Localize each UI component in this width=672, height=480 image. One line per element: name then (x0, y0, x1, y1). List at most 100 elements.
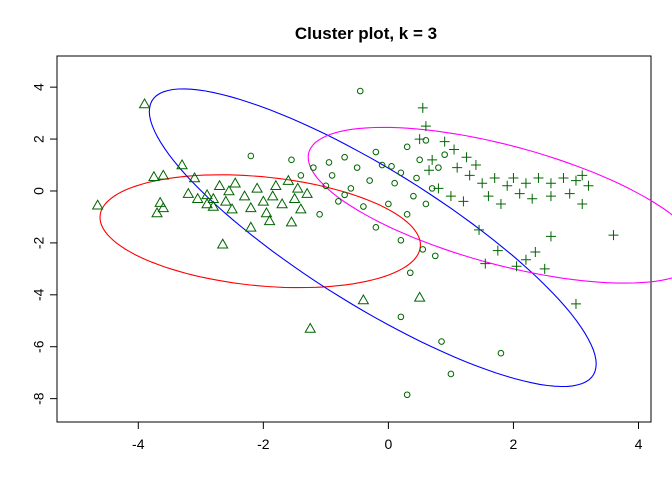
point-circle (497, 349, 505, 357)
point-circle (341, 153, 348, 161)
point-circle (356, 87, 364, 95)
point-circle (325, 159, 333, 166)
point-circle (419, 246, 427, 253)
point-triangle (257, 195, 270, 206)
point-plus (414, 134, 425, 145)
point-triangle (154, 196, 167, 207)
point-circle (288, 156, 295, 164)
point-triangle (291, 182, 304, 193)
point-circle (422, 200, 430, 208)
point-plus (433, 183, 444, 194)
point-circle (413, 174, 420, 182)
point-plus (533, 173, 544, 183)
point-triangle (244, 201, 257, 213)
point-triangle (182, 187, 195, 198)
point-plus (489, 173, 500, 183)
point-triangle (282, 174, 295, 185)
point-plus (474, 224, 485, 235)
point-triangle (138, 98, 151, 109)
point-circle (385, 200, 392, 208)
point-triangle (207, 200, 220, 211)
y-tick-label: -2 (31, 236, 47, 249)
point-plus (492, 245, 503, 256)
point-plus (564, 188, 575, 199)
point-plus (464, 170, 475, 181)
point-plus (539, 263, 550, 274)
y-tick-label: -4 (31, 288, 47, 301)
point-triangle (260, 207, 273, 218)
point-plus (483, 191, 494, 202)
point-triangle (251, 182, 263, 193)
point-plus (424, 165, 435, 176)
cluster-ellipses (99, 88, 672, 388)
point-triangle (213, 179, 226, 191)
point-triangle (294, 203, 307, 214)
point-circle (360, 203, 367, 210)
point-plus (445, 191, 456, 202)
point-plus (477, 178, 488, 189)
point-triangle (266, 190, 279, 201)
point-triangle (188, 171, 201, 183)
cluster-ellipse-1 (99, 174, 421, 289)
point-circle (438, 338, 445, 345)
point-plus (545, 178, 556, 189)
cluster-ellipse-3 (307, 126, 672, 284)
point-circle (347, 185, 355, 192)
point-plus (449, 144, 460, 155)
point-triangle (91, 199, 104, 210)
point-circle (403, 391, 411, 399)
point-circle (310, 164, 317, 171)
point-circle (397, 169, 405, 177)
point-circle (410, 192, 417, 200)
point-triangle (288, 192, 301, 204)
point-circle (372, 224, 380, 231)
point-circle (441, 151, 448, 158)
point-circle (372, 148, 380, 156)
point-plus (458, 196, 469, 207)
point-plus (470, 160, 481, 171)
point-plus (545, 191, 556, 202)
point-triangle (238, 190, 251, 201)
point-plus (570, 298, 581, 309)
point-triangle (413, 291, 426, 302)
point-plus (545, 231, 556, 242)
point-circle (403, 143, 411, 151)
point-triangle (201, 188, 213, 200)
point-circle (335, 198, 342, 205)
point-plus (480, 258, 491, 269)
point-plus (420, 121, 431, 132)
point-triangle (223, 184, 235, 196)
point-circle (328, 172, 336, 179)
point-plus (495, 198, 506, 209)
plot-frame (56, 55, 652, 423)
point-triangle (201, 197, 213, 209)
chart-title: Cluster plot, k = 3 (295, 24, 437, 43)
point-triangle (226, 203, 238, 214)
point-triangle (216, 238, 229, 249)
y-tick-label: -8 (31, 392, 47, 405)
point-triangle (157, 169, 170, 180)
data-points (91, 87, 619, 399)
point-plus (520, 254, 531, 265)
point-triangle (219, 195, 232, 206)
point-circle (366, 177, 373, 184)
point-triangle (276, 197, 288, 209)
point-triangle (148, 170, 160, 181)
x-tick-label: -4 (132, 436, 145, 452)
point-plus (527, 193, 538, 204)
y-tick-label: -6 (31, 340, 47, 353)
point-triangle (285, 216, 298, 227)
point-plus (577, 198, 588, 209)
point-plus (558, 173, 569, 183)
point-triangle (157, 201, 170, 213)
point-circle (422, 137, 430, 144)
point-plus (583, 180, 594, 191)
point-triangle (304, 322, 317, 333)
point-plus (530, 246, 541, 257)
point-triangle (151, 207, 163, 218)
point-circle (391, 179, 398, 187)
point-plus (577, 170, 588, 181)
point-circle (322, 182, 330, 190)
point-triangle (244, 221, 257, 232)
